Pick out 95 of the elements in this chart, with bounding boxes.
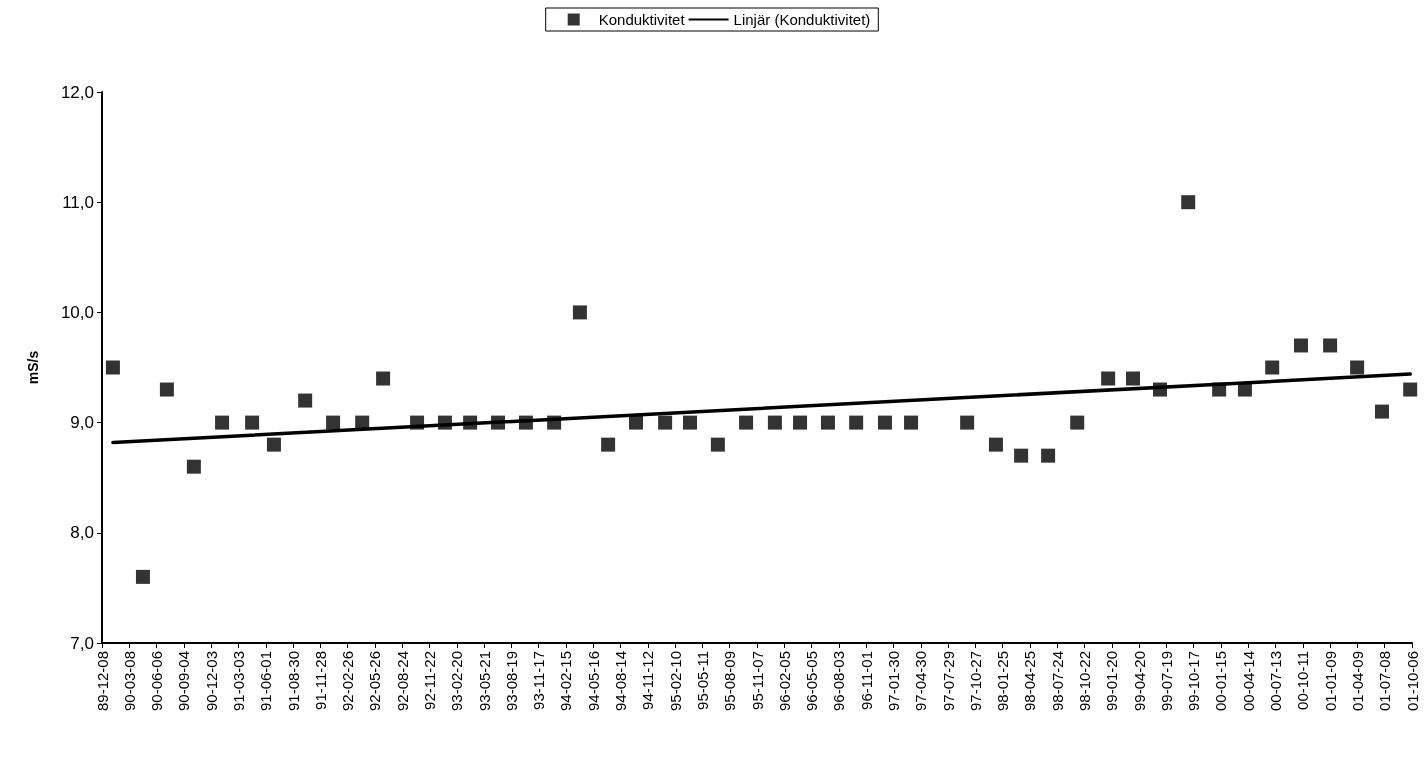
x-tick-label: 91-08-30 — [284, 651, 302, 712]
point — [266, 437, 281, 452]
point — [601, 437, 616, 452]
x-tick-label: 99-07-19 — [1157, 651, 1175, 712]
point — [1294, 338, 1309, 353]
x-tick-label: 00-04-14 — [1239, 651, 1257, 712]
x-tick-label: 96-02-05 — [775, 651, 793, 712]
y-tick-label: 10,0 — [60, 302, 94, 322]
point — [1041, 448, 1056, 463]
x-tick-label: 90-06-06 — [148, 651, 166, 712]
x-tick-label: 93-08-19 — [502, 651, 520, 712]
x-tick-label: 01-01-09 — [1321, 651, 1339, 712]
x-tick-label: 95-08-09 — [721, 651, 739, 712]
point — [1265, 360, 1280, 375]
x-tick-label: 96-08-03 — [830, 651, 848, 712]
x-tick-label: 90-09-04 — [175, 651, 193, 712]
point — [739, 415, 754, 430]
point — [298, 393, 313, 408]
x-tick-label: 00-01-15 — [1212, 651, 1230, 712]
x-tick-label: 93-05-21 — [475, 651, 493, 712]
point — [1014, 448, 1029, 463]
x-tick-label: 90-03-08 — [120, 651, 138, 712]
x-tick-label: 93-11-17 — [530, 651, 548, 710]
x-tick-label: 00-07-13 — [1267, 651, 1285, 712]
point — [1101, 371, 1116, 386]
point — [682, 415, 697, 430]
legend-label: Linjär (Konduktivitet) — [733, 11, 871, 28]
x-tick-label: 01-10-06 — [1403, 651, 1421, 712]
x-tick-label: 95-02-10 — [666, 651, 684, 712]
point — [159, 382, 174, 397]
point — [1323, 338, 1338, 353]
point — [658, 415, 673, 430]
point — [105, 360, 120, 375]
x-tick-label: 91-06-01 — [257, 651, 275, 712]
point — [820, 415, 835, 430]
point — [629, 415, 644, 430]
point — [1126, 371, 1141, 386]
x-tick-label: 99-04-20 — [1130, 651, 1148, 712]
x-tick-label: 95-11-07 — [748, 651, 766, 710]
x-tick-label: 96-05-05 — [803, 651, 821, 712]
point — [988, 437, 1003, 452]
x-tick-label: 00-10-11 — [1294, 651, 1312, 710]
y-tick-label: 11,0 — [62, 192, 94, 212]
y-tick-label: 7,0 — [70, 633, 94, 653]
x-tick-label: 97-01-30 — [884, 651, 902, 712]
point — [767, 415, 782, 430]
legend-label: Konduktivitet — [598, 11, 686, 28]
point — [186, 459, 201, 474]
y-tick-label: 12,0 — [60, 82, 94, 102]
point — [1403, 382, 1418, 397]
point — [1350, 360, 1365, 375]
x-tick-label: 98-04-25 — [1021, 651, 1039, 712]
x-tick-label: 94-11-12 — [639, 651, 657, 710]
x-tick-label: 92-02-26 — [339, 651, 357, 712]
x-tick-label: 99-01-20 — [1103, 651, 1121, 712]
x-tick-label: 96-11-01 — [857, 651, 875, 710]
x-tick-label: 01-07-08 — [1376, 651, 1394, 712]
x-tick-label: 92-05-26 — [366, 651, 384, 712]
x-tick-label: 93-02-20 — [448, 651, 466, 712]
x-tick-label: 98-10-22 — [1076, 651, 1093, 712]
y-tick-label: 8,0 — [70, 523, 94, 543]
x-tick-label: 92-08-24 — [393, 651, 411, 712]
x-tick-label: 97-10-27 — [966, 651, 984, 712]
x-tick-label: 95-05-11 — [693, 651, 711, 710]
x-tick-label: 91-03-03 — [229, 651, 247, 712]
x-tick-label: 90-12-03 — [202, 651, 220, 712]
point — [710, 437, 725, 452]
point — [849, 415, 864, 430]
y-axis-title: mS/s — [25, 350, 41, 385]
x-tick-label: 91-11-28 — [311, 651, 329, 710]
point — [877, 415, 892, 430]
point — [1181, 195, 1196, 210]
x-tick-label: 97-04-30 — [912, 651, 930, 712]
point — [572, 305, 587, 320]
point — [245, 415, 260, 430]
x-tick-label: 94-02-15 — [557, 651, 575, 712]
point — [960, 415, 975, 430]
x-tick-label: 97-07-29 — [939, 651, 957, 712]
point — [326, 415, 341, 430]
point — [135, 569, 150, 584]
y-tick-label: 9,0 — [70, 413, 94, 433]
point — [215, 415, 230, 430]
x-tick-label: 89-12-08 — [93, 651, 111, 712]
point — [793, 415, 808, 430]
x-tick-label: 98-07-24 — [1048, 651, 1066, 712]
x-tick-label: 01-04-09 — [1348, 651, 1366, 712]
x-tick-label: 99-10-17 — [1185, 651, 1203, 712]
x-tick-label: 94-05-16 — [584, 651, 602, 712]
point — [904, 415, 919, 430]
point — [1070, 415, 1085, 430]
x-tick-label: 92-11-22 — [421, 651, 438, 710]
point — [1374, 404, 1389, 419]
point — [376, 371, 391, 386]
x-tick-label: 94-08-14 — [612, 651, 630, 712]
x-tick-label: 98-01-25 — [994, 651, 1012, 712]
